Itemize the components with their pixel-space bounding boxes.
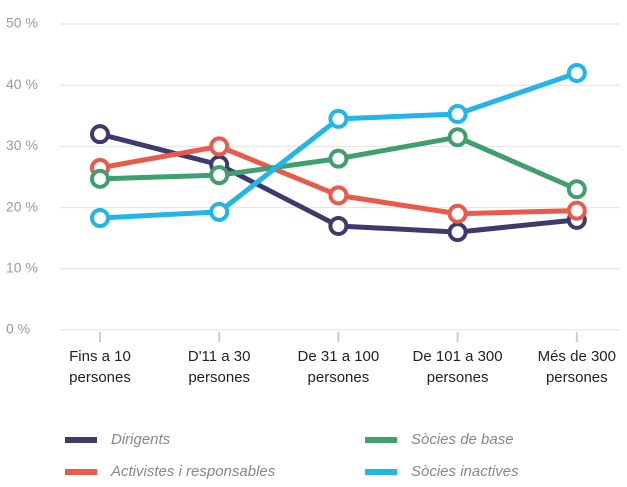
y-tick-label: 30 %	[6, 137, 38, 153]
legend-swatch	[65, 469, 97, 475]
y-tick-label: 10 %	[6, 260, 38, 276]
x-tick-label: De 101 a 300 persones	[412, 348, 503, 386]
point	[209, 165, 230, 186]
point	[328, 215, 349, 236]
point	[90, 208, 110, 229]
x-tick-label: Més de 300 persones	[537, 348, 616, 386]
point	[90, 124, 110, 145]
point	[447, 127, 468, 148]
y-tick-label: 40 %	[6, 76, 38, 92]
point	[447, 103, 468, 124]
legend-label: Sòcies inactives	[411, 463, 519, 480]
legend-label: Activistes i responsables	[110, 463, 276, 480]
legend-label: Sòcies de base	[411, 431, 514, 448]
y-tick-label: 20 %	[6, 198, 38, 214]
point	[566, 179, 587, 200]
point	[90, 168, 110, 189]
point	[328, 185, 349, 206]
legend-swatch	[365, 437, 397, 443]
x-tick-label: Fins a 10 persones	[69, 348, 131, 386]
point	[209, 136, 230, 157]
legend-swatch	[65, 437, 97, 443]
point	[328, 148, 349, 169]
point	[447, 222, 468, 243]
point	[566, 62, 587, 83]
y-tick-label: 50 %	[6, 15, 38, 31]
x-tick-label: D'11 a 30 persones	[187, 348, 251, 386]
point	[209, 201, 230, 222]
legend-label: Dirigents	[111, 431, 171, 448]
point	[447, 203, 468, 224]
point	[328, 108, 349, 129]
legend-swatch	[365, 469, 397, 475]
x-tick-label: De 31 a 100 persones	[297, 348, 380, 386]
y-tick-label: 0 %	[6, 321, 30, 337]
point	[566, 200, 587, 221]
